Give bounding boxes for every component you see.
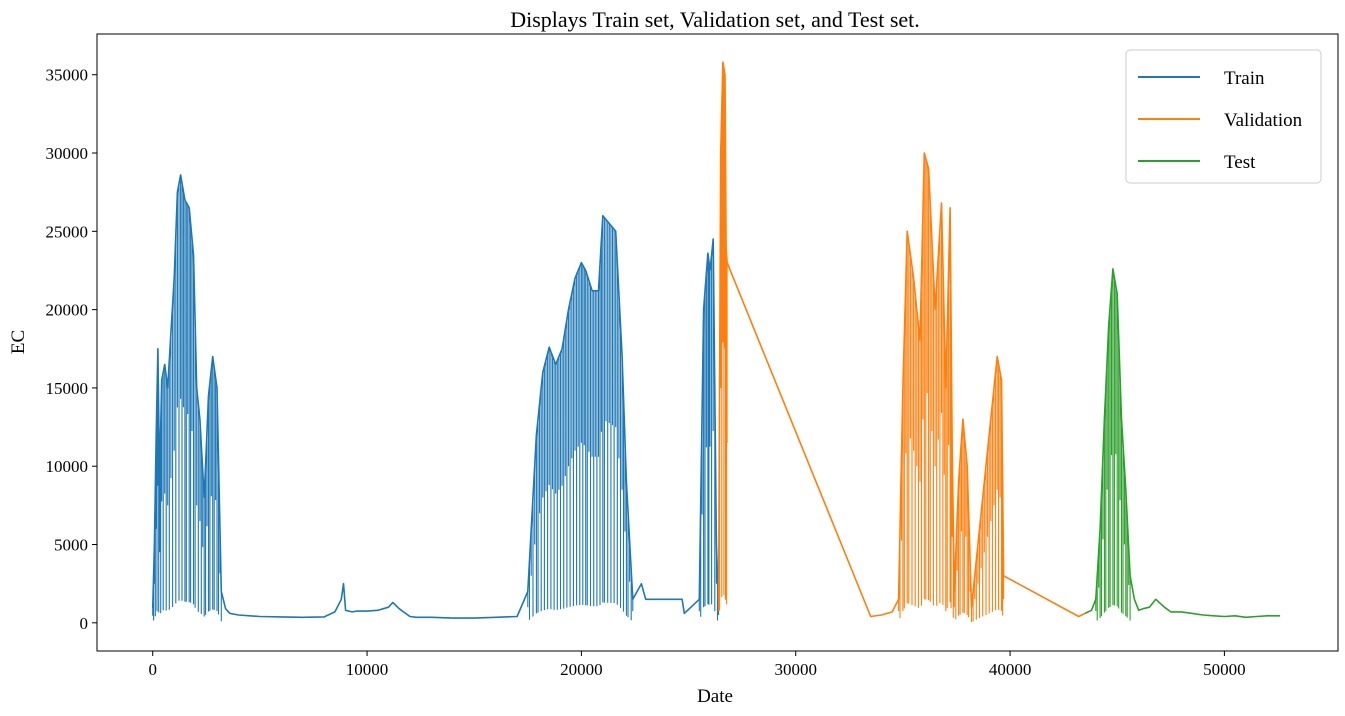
legend-label: Validation bbox=[1224, 110, 1303, 131]
x-axis: 0 10000 20000 30000 40000 50000 bbox=[148, 651, 1246, 679]
plot-area bbox=[96, 33, 1339, 652]
series-train bbox=[151, 174, 720, 622]
legend-item-train: Train bbox=[1138, 68, 1265, 89]
series-fill-validation bbox=[718, 62, 1005, 622]
x-tick-label: 0 bbox=[148, 660, 157, 679]
y-tick-label: 5000 bbox=[54, 536, 88, 555]
x-axis-label: Date bbox=[697, 686, 733, 707]
y-axis-label: EC bbox=[8, 330, 29, 354]
y-tick-label: 15000 bbox=[46, 379, 89, 398]
y-tick-label: 25000 bbox=[46, 222, 89, 241]
legend-label: Test bbox=[1224, 152, 1256, 173]
x-tick-label: 40000 bbox=[989, 660, 1032, 679]
legend-label: Train bbox=[1224, 68, 1265, 89]
series-fill-test bbox=[1095, 268, 1131, 621]
x-tick-label: 30000 bbox=[774, 660, 817, 679]
y-tick-label: 10000 bbox=[46, 457, 89, 476]
legend-item-test: Test bbox=[1138, 152, 1256, 173]
x-tick-label: 50000 bbox=[1203, 660, 1246, 679]
series-line-train bbox=[151, 174, 720, 619]
series-line-test bbox=[1084, 268, 1281, 619]
series-layer bbox=[151, 61, 1281, 622]
legend-box bbox=[1125, 49, 1322, 184]
legend: Train Validation Test bbox=[1125, 49, 1322, 184]
legend-item-validation: Validation bbox=[1138, 110, 1303, 131]
series-validation bbox=[717, 61, 1086, 622]
x-tick-label: 10000 bbox=[346, 660, 389, 679]
y-tick-label: 30000 bbox=[46, 144, 89, 163]
x-tick-label: 20000 bbox=[560, 660, 603, 679]
series-fill-train bbox=[152, 174, 720, 622]
chart-title: Displays Train set, Validation set, and … bbox=[510, 7, 920, 32]
y-tick-label: 35000 bbox=[46, 66, 89, 85]
y-tick-label: 0 bbox=[80, 614, 89, 633]
series-test bbox=[1084, 268, 1281, 621]
y-tick-label: 20000 bbox=[46, 301, 89, 320]
y-axis: 0 5000 10000 15000 20000 25000 30000 35000 bbox=[46, 66, 97, 633]
